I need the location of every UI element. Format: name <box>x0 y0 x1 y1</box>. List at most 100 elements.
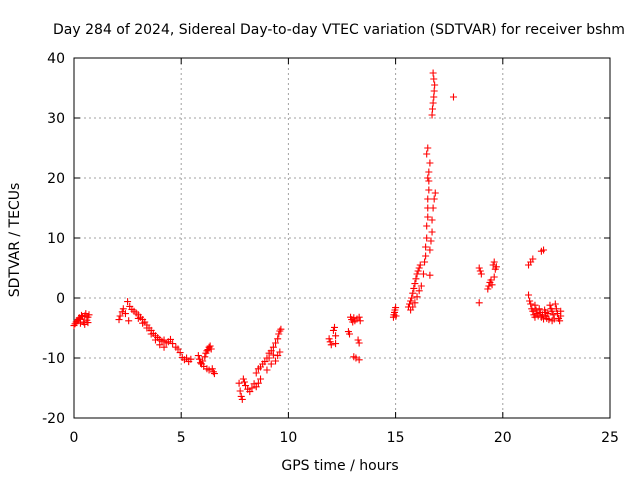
data-point <box>263 366 271 374</box>
data-point <box>346 330 354 338</box>
data-point <box>355 313 363 321</box>
data-point <box>546 301 554 309</box>
data-point <box>267 360 275 368</box>
data-point <box>143 324 151 332</box>
data-point <box>424 195 432 203</box>
data-point <box>84 319 92 327</box>
data-point <box>531 301 539 309</box>
data-point <box>427 237 435 245</box>
x-tick-label: 5 <box>177 430 186 446</box>
chart-title: Day 284 of 2024, Sidereal Day-to-day VTE… <box>53 22 625 38</box>
x-tick-label: 25 <box>601 430 619 446</box>
data-point <box>415 287 423 295</box>
data-point <box>431 81 439 89</box>
data-point <box>531 313 539 321</box>
data-point <box>269 351 277 359</box>
y-tick-label: -10 <box>42 351 65 367</box>
data-point <box>428 228 436 236</box>
data-point <box>187 355 195 363</box>
data-point <box>430 87 438 95</box>
data-point <box>242 382 250 390</box>
data-points <box>70 69 565 403</box>
data-point <box>542 308 550 316</box>
data-point <box>424 213 432 221</box>
data-point <box>82 310 90 318</box>
data-point <box>355 339 363 347</box>
data-point <box>490 258 498 266</box>
data-point <box>354 336 362 344</box>
data-point <box>526 297 534 305</box>
data-point <box>551 300 559 308</box>
grid-lines <box>74 58 610 418</box>
data-point <box>485 282 493 290</box>
data-point <box>477 270 485 278</box>
data-point <box>277 325 285 333</box>
data-point <box>490 273 498 281</box>
data-point <box>429 69 437 77</box>
data-point <box>115 316 123 324</box>
data-point <box>429 204 437 212</box>
data-point <box>147 330 155 338</box>
data-point <box>426 159 434 167</box>
data-point <box>199 357 207 365</box>
data-point <box>329 326 337 334</box>
data-point <box>426 271 434 279</box>
data-point <box>535 305 543 313</box>
data-point <box>424 144 432 152</box>
data-point <box>428 111 436 119</box>
data-point <box>423 150 431 158</box>
data-point <box>166 335 174 343</box>
data-point <box>529 307 537 315</box>
data-point <box>557 312 565 320</box>
data-point <box>428 105 436 113</box>
y-axis-title: SDTVAR / TECUs <box>7 183 23 298</box>
data-point <box>421 258 429 266</box>
data-point <box>532 306 540 314</box>
data-point <box>160 343 168 351</box>
data-point <box>411 299 419 307</box>
x-axis-title: GPS time / hours <box>281 458 398 474</box>
data-point <box>475 299 483 307</box>
data-point <box>417 282 425 290</box>
data-point <box>475 264 483 272</box>
data-point <box>419 270 427 278</box>
data-point <box>431 189 439 197</box>
y-tick-label: -20 <box>42 411 65 427</box>
data-point <box>330 323 338 331</box>
data-point <box>267 347 275 355</box>
data-point <box>548 317 556 325</box>
data-point <box>240 378 248 386</box>
data-point <box>239 375 247 383</box>
x-tick-label: 10 <box>279 430 297 446</box>
data-point <box>332 332 340 340</box>
data-point <box>238 395 246 403</box>
data-point <box>254 379 262 387</box>
data-point <box>124 298 132 306</box>
data-point <box>272 357 280 365</box>
data-point <box>422 252 430 260</box>
data-point <box>257 375 265 383</box>
data-point <box>183 354 191 362</box>
data-point <box>265 354 273 362</box>
data-point <box>430 75 438 83</box>
data-point <box>527 300 535 308</box>
data-point <box>409 289 417 297</box>
data-point <box>151 336 159 344</box>
axis-ticks: 0 5 10 15 20 25 -20 -10 0 10 20 30 40 <box>42 51 619 446</box>
x-tick-label: 20 <box>494 430 512 446</box>
data-point <box>246 388 254 396</box>
data-point <box>207 345 215 353</box>
data-point <box>415 264 423 272</box>
data-point <box>116 312 124 320</box>
data-point <box>424 174 432 182</box>
data-point <box>134 314 142 322</box>
data-point <box>355 356 363 364</box>
data-point <box>525 291 533 299</box>
data-point <box>252 383 260 391</box>
y-tick-label: 40 <box>47 51 65 67</box>
y-tick-label: 20 <box>47 171 65 187</box>
data-point <box>549 311 557 319</box>
data-point <box>85 311 93 319</box>
data-point <box>426 246 434 254</box>
